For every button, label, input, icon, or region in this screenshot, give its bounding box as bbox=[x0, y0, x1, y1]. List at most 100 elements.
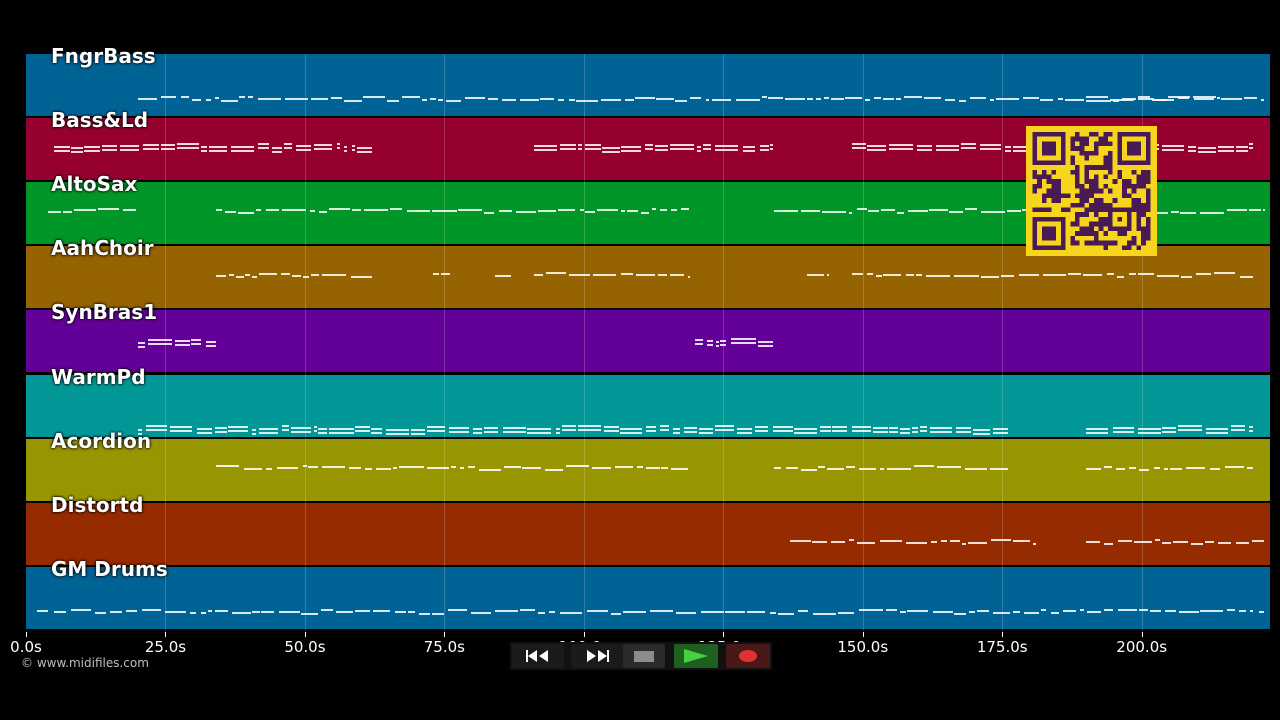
note bbox=[313, 429, 317, 432]
note bbox=[71, 151, 83, 154]
note bbox=[759, 145, 769, 148]
note bbox=[660, 424, 670, 427]
note bbox=[980, 276, 999, 279]
note bbox=[177, 147, 199, 150]
tick-label: 200.0s bbox=[1116, 638, 1168, 656]
note bbox=[640, 212, 649, 215]
note bbox=[319, 211, 327, 214]
tick-label: 150.0s bbox=[837, 638, 889, 656]
play-button[interactable] bbox=[674, 644, 718, 668]
note bbox=[851, 147, 866, 150]
note bbox=[464, 97, 486, 99]
note bbox=[215, 430, 227, 433]
note bbox=[446, 100, 461, 102]
note bbox=[1109, 99, 1135, 101]
note bbox=[205, 341, 216, 344]
note bbox=[516, 211, 537, 214]
note bbox=[236, 276, 244, 279]
note bbox=[1107, 273, 1115, 276]
note bbox=[301, 612, 319, 615]
note bbox=[1085, 431, 1109, 434]
note bbox=[672, 431, 680, 434]
note bbox=[880, 467, 884, 470]
note bbox=[695, 343, 704, 346]
note bbox=[123, 209, 136, 212]
note bbox=[191, 343, 202, 346]
stop-button[interactable] bbox=[623, 644, 665, 668]
note bbox=[527, 427, 552, 430]
note bbox=[196, 431, 213, 434]
note bbox=[1149, 609, 1161, 612]
note bbox=[576, 100, 599, 102]
note bbox=[683, 426, 697, 429]
note bbox=[205, 99, 211, 101]
note bbox=[584, 144, 601, 147]
track-label: Acordion bbox=[51, 428, 152, 453]
note bbox=[866, 145, 886, 148]
note bbox=[170, 425, 192, 428]
note bbox=[778, 612, 794, 615]
note bbox=[935, 145, 960, 148]
note bbox=[484, 430, 498, 433]
fast-forward-button[interactable] bbox=[571, 644, 623, 668]
note bbox=[473, 431, 482, 434]
note bbox=[758, 341, 774, 344]
note bbox=[1086, 610, 1102, 613]
note bbox=[715, 149, 739, 152]
note bbox=[896, 98, 902, 100]
note bbox=[824, 97, 829, 99]
note bbox=[845, 97, 863, 99]
note bbox=[584, 148, 601, 151]
note bbox=[1235, 150, 1248, 153]
note-lane bbox=[26, 310, 1270, 372]
note bbox=[851, 425, 872, 428]
note bbox=[196, 427, 213, 430]
note bbox=[658, 274, 668, 277]
note bbox=[1225, 465, 1245, 468]
note bbox=[888, 148, 913, 151]
note bbox=[431, 612, 444, 615]
note bbox=[1115, 467, 1125, 470]
note bbox=[965, 467, 987, 470]
note bbox=[876, 275, 883, 278]
note bbox=[661, 466, 669, 469]
note bbox=[1235, 146, 1248, 149]
note bbox=[1235, 541, 1249, 544]
note bbox=[280, 273, 290, 276]
note bbox=[357, 151, 372, 154]
note bbox=[549, 610, 556, 613]
note bbox=[201, 611, 207, 614]
grid-line bbox=[583, 54, 585, 631]
note bbox=[851, 429, 872, 432]
note bbox=[336, 610, 353, 613]
track-label: AahChoir bbox=[51, 236, 154, 261]
note bbox=[919, 429, 928, 432]
note bbox=[772, 429, 793, 432]
note bbox=[577, 148, 582, 151]
note bbox=[919, 425, 928, 428]
note bbox=[979, 148, 1001, 151]
note bbox=[1063, 609, 1076, 612]
note bbox=[498, 210, 512, 213]
note bbox=[907, 210, 928, 213]
note bbox=[993, 611, 1011, 614]
note bbox=[494, 275, 512, 278]
note bbox=[141, 608, 161, 611]
record-button[interactable] bbox=[726, 644, 770, 668]
note bbox=[637, 465, 643, 468]
note bbox=[478, 468, 502, 471]
grid-line bbox=[723, 54, 725, 631]
note bbox=[601, 151, 620, 154]
note bbox=[897, 212, 904, 215]
note bbox=[1217, 146, 1234, 149]
tick-mark bbox=[165, 632, 167, 637]
note bbox=[940, 539, 948, 542]
note bbox=[1006, 210, 1021, 213]
note bbox=[70, 608, 92, 611]
note bbox=[770, 148, 774, 151]
rewind-button[interactable] bbox=[512, 644, 564, 668]
note-lane bbox=[26, 54, 1270, 116]
note bbox=[410, 432, 426, 435]
note-lane bbox=[26, 567, 1270, 629]
tick-mark bbox=[304, 632, 306, 637]
